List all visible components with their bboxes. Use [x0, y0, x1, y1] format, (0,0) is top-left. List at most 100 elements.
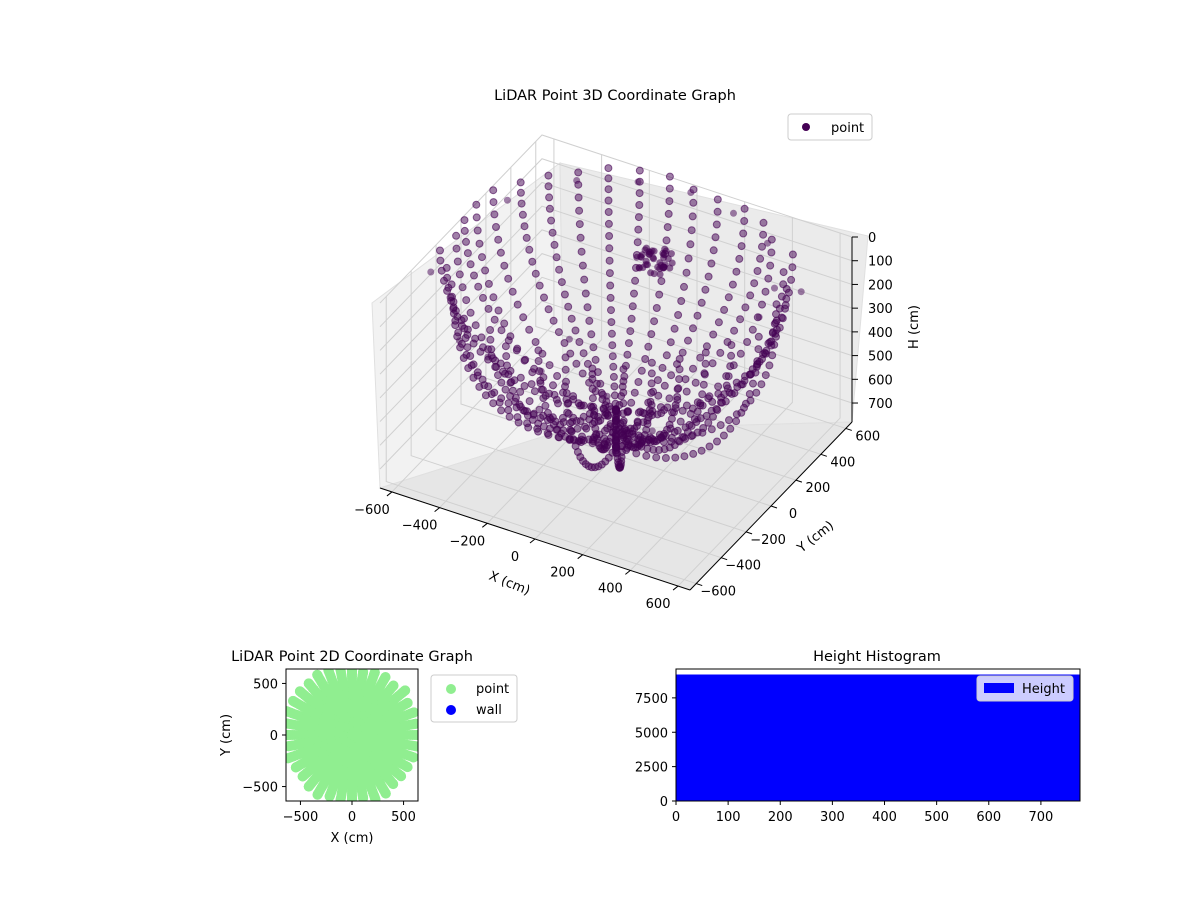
point-3d — [716, 421, 725, 430]
point-3d — [504, 274, 513, 283]
point-3d — [767, 248, 776, 257]
ticks-histogram: 0 100 200 300 400 500 600 700 0 2500 5000 7500 — [635, 692, 1053, 825]
legend-2d: point wall — [430, 674, 518, 723]
point-3d — [572, 359, 581, 368]
point-3d — [590, 418, 599, 426]
point-3d — [639, 264, 647, 271]
point-3d — [560, 290, 569, 299]
point-3d — [541, 401, 550, 410]
grid-line-x — [439, 154, 603, 508]
point-3d — [631, 276, 640, 285]
point-3d — [492, 223, 500, 231]
point-3d — [707, 425, 716, 434]
point-3d — [503, 361, 511, 370]
point-3d — [750, 279, 759, 288]
point-3d — [693, 311, 702, 320]
y-tick-label-histogram: 0 — [660, 795, 668, 810]
point-3d — [527, 380, 536, 389]
point-3d — [764, 274, 773, 283]
point-3d — [516, 188, 525, 197]
point-3d — [697, 298, 706, 307]
legend-3d-box — [787, 113, 873, 141]
point-3d — [743, 338, 752, 346]
point-3d — [452, 244, 461, 253]
chart-3d-title: LiDAR Point 3D Coordinate Graph — [494, 88, 736, 104]
point-2d — [347, 730, 357, 740]
legend-histogram-box — [976, 675, 1074, 702]
y-tick-label: 400 — [830, 455, 855, 470]
point-3d — [661, 245, 669, 253]
point-3d — [475, 239, 484, 248]
point-3d — [521, 355, 530, 364]
point-3d — [670, 408, 678, 417]
point-3d — [697, 446, 706, 455]
x-tick-label-histogram: 500 — [924, 810, 949, 825]
point-3d — [504, 370, 513, 379]
point-3d — [636, 433, 645, 442]
point-3d — [707, 259, 716, 268]
point-3d — [553, 372, 562, 380]
point-3d — [673, 426, 682, 435]
point-3d — [656, 270, 664, 278]
point-3d — [732, 267, 741, 276]
point-3d — [544, 430, 553, 439]
y-tick-label-histogram: 7500 — [635, 692, 668, 707]
point-3d — [497, 378, 506, 387]
point-3d — [449, 297, 458, 306]
point-3d — [740, 204, 749, 213]
x-tick-label: 600 — [646, 597, 671, 612]
point-3d — [576, 417, 585, 426]
point-3d — [687, 189, 695, 196]
y-tick-mark — [820, 453, 828, 457]
point-3d — [648, 427, 656, 435]
point-3d — [759, 218, 768, 227]
point-3d — [696, 353, 705, 362]
y-axis-label-2d: Y (cm) — [219, 714, 234, 757]
point-3d — [587, 330, 596, 339]
point-3d — [777, 313, 786, 322]
x-tick-label-histogram: 200 — [768, 810, 793, 825]
point-3d — [631, 439, 640, 448]
point-3d — [705, 442, 714, 451]
point-3d — [494, 371, 502, 380]
point-3d — [634, 378, 643, 386]
point-3d — [716, 348, 725, 357]
grid-line-y — [435, 244, 747, 533]
point-3d — [516, 178, 525, 187]
point-3d — [691, 378, 700, 387]
point-3d — [711, 233, 720, 242]
point-3d — [772, 325, 781, 334]
point-3d — [514, 418, 523, 427]
point-3d — [661, 454, 670, 462]
point-3d — [466, 352, 475, 360]
y-tick-mark — [720, 557, 728, 561]
point-3d — [606, 293, 615, 302]
point-3d — [496, 248, 505, 257]
x-tick-label-histogram: 100 — [716, 810, 741, 825]
point-3d — [630, 388, 639, 397]
point-3d — [531, 269, 540, 278]
point-3d — [619, 409, 628, 418]
point-3d — [606, 281, 615, 290]
point-3d — [675, 375, 684, 384]
point-3d — [699, 424, 708, 432]
x-tick-label-2d: 500 — [391, 810, 416, 825]
x-tick-mark — [386, 491, 393, 497]
point-3d — [665, 184, 674, 193]
point-3d — [604, 196, 613, 205]
point-3d — [637, 253, 645, 261]
point-3d — [574, 168, 583, 177]
point-3d — [664, 209, 673, 218]
point-3d — [757, 380, 766, 389]
legend-3d: point — [787, 113, 873, 141]
point-3d — [472, 200, 481, 209]
point-3d — [607, 306, 615, 315]
point-3d — [788, 250, 797, 259]
point-3d — [469, 360, 478, 369]
point-3d — [619, 365, 628, 374]
point-3d — [461, 334, 470, 342]
point-3d — [537, 385, 546, 394]
point-3d — [647, 379, 656, 388]
point-3d — [494, 235, 503, 244]
